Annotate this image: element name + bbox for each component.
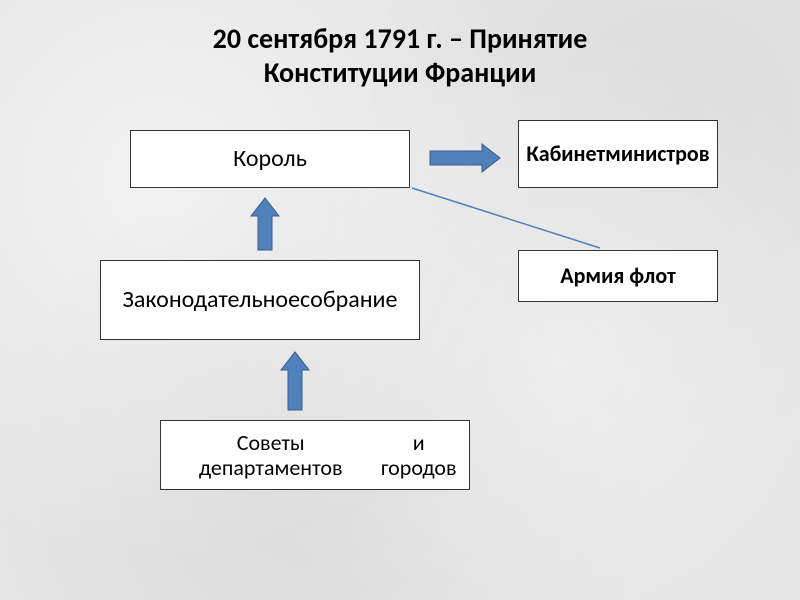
title-line2: Конституции Франции — [264, 55, 537, 90]
node-king: Король — [130, 130, 410, 188]
node-cabinet: Кабинет министров — [518, 120, 718, 188]
node-councils: Советы департаментов и городов — [160, 420, 470, 490]
arrow-king-to-cabinet — [430, 144, 500, 172]
title-line1: 20 сентября 1791 г. – Принятие — [213, 21, 588, 56]
node-councils-line2: и городов — [374, 430, 463, 481]
node-councils-line1: Советы департаментов — [167, 430, 374, 481]
node-army: Армия флот — [518, 250, 718, 302]
line-king-to-army — [412, 188, 600, 248]
node-cabinet-line2: министров — [605, 141, 709, 166]
arrow-legislature-to-king — [251, 198, 279, 250]
node-king-label: Король — [233, 145, 307, 173]
arrow-councils-to-legislature — [281, 352, 309, 410]
node-army-label: Армия флот — [560, 263, 675, 288]
node-legislature-line1: Законодательное — [123, 286, 301, 314]
node-legislature: Законодательное собрание — [100, 260, 420, 340]
node-legislature-line2: собрание — [300, 286, 397, 314]
node-cabinet-line1: Кабинет — [526, 141, 605, 166]
diagram-title: 20 сентября 1791 г. – Принятие Конституц… — [0, 22, 800, 89]
